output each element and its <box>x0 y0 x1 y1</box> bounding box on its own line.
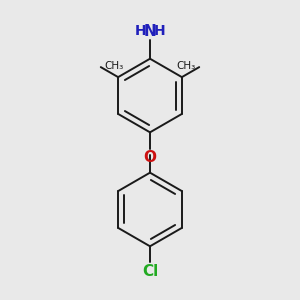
Text: O: O <box>143 150 157 165</box>
Text: H: H <box>134 24 146 38</box>
Text: CH₃: CH₃ <box>176 61 196 70</box>
Text: CH₃: CH₃ <box>104 61 124 70</box>
Text: N: N <box>144 24 156 39</box>
Text: H: H <box>154 24 166 38</box>
Text: Cl: Cl <box>142 264 158 279</box>
